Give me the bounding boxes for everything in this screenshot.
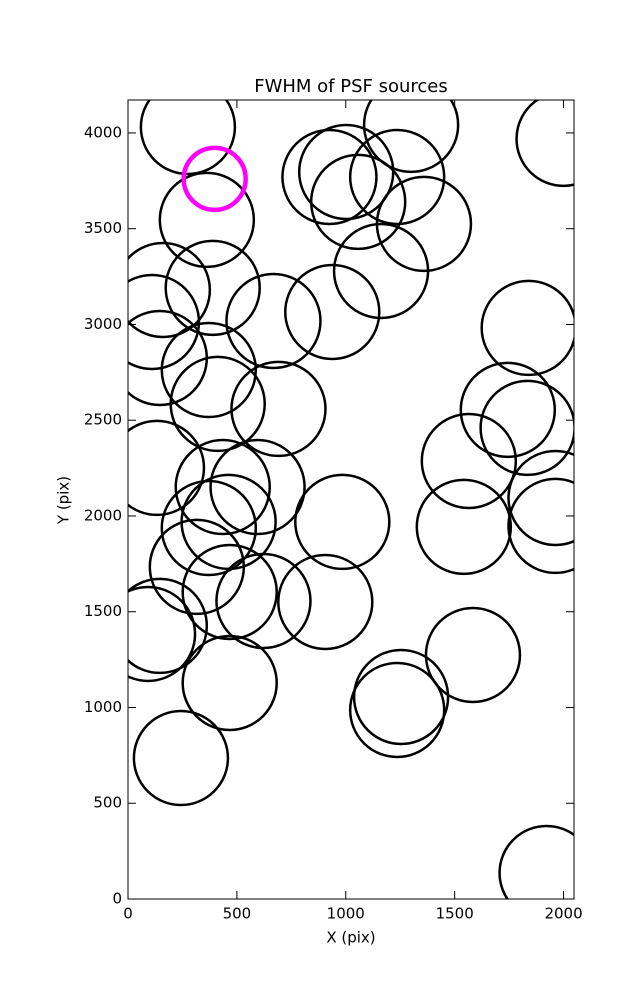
y-tick-label: 3500 [84,219,122,237]
source-circle [209,438,306,536]
source-circle [424,606,522,704]
source-circle [507,477,574,575]
y-tick-label: 1000 [84,698,122,716]
source-circle [164,239,261,337]
source-circle [507,449,574,547]
x-tick-label: 500 [223,905,252,923]
chart-title: FWHM of PSF sources [254,76,448,97]
source-circle [480,279,574,377]
plot-area [128,100,574,899]
source-circle [181,543,278,641]
source-circle [415,478,513,576]
y-tick-label: 2500 [84,411,122,429]
y-tick-label: 500 [93,794,122,812]
source-circle [225,272,322,370]
source-circle [294,473,391,571]
source-circle [139,100,237,176]
source-circle [148,518,246,616]
source-circle [284,263,381,361]
y-tick-label: 4000 [84,123,122,141]
source-circle [348,128,446,226]
source-circle [352,648,450,746]
source-circle [348,661,446,759]
source-circle [420,412,518,510]
source-circle [362,100,460,174]
source-circle [158,171,256,269]
x-tick-label: 1000 [327,905,365,923]
x-tick-label: 2000 [544,905,582,923]
source-circle [169,355,266,453]
source-circle [128,577,209,675]
x-tick-label: 1500 [436,905,474,923]
source-circle [277,553,374,651]
source-circle [128,241,212,339]
y-tick-label: 3000 [84,315,122,333]
source-circle [479,379,574,477]
x-tick-label: 0 [123,905,133,923]
source-circle [297,123,395,221]
y-tick-label: 2000 [84,506,122,524]
plot-frame [127,99,575,900]
source-circle [498,824,574,899]
source-circle [281,128,378,226]
highlight-circle [181,145,248,213]
y-tick-label: 1500 [84,602,122,620]
y-axis-label: Y (pix) [55,476,73,525]
source-circle [309,153,407,251]
y-tick-label: 0 [112,890,122,908]
source-circle [160,479,258,577]
source-circle [128,419,206,517]
source-circle [515,100,574,188]
source-circle [332,222,430,320]
source-circle [459,361,557,459]
source-circle [215,552,312,650]
source-circle [174,438,271,536]
source-circle [128,273,201,371]
source-circle [181,634,278,732]
source-circle [230,360,327,458]
x-axis-label: X (pix) [326,929,375,947]
source-circle [160,321,258,419]
source-circle [132,709,230,807]
source-circle [128,585,197,683]
